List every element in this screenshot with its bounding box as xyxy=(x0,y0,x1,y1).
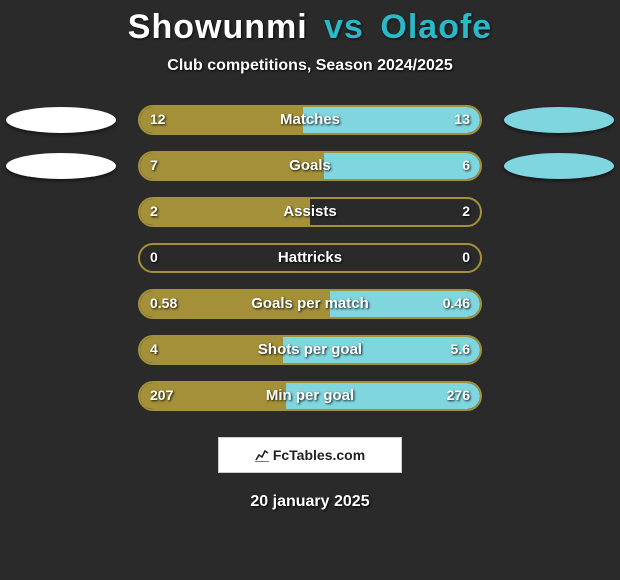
player1-bar-fill xyxy=(140,107,303,133)
stat-row: 1213Matches xyxy=(0,99,620,145)
player2-bar-fill xyxy=(286,383,480,409)
stat-row: 0 0Hattricks xyxy=(0,237,620,283)
player1-value: 0 xyxy=(150,249,158,265)
player2-bar-fill xyxy=(283,337,480,363)
player1-marker xyxy=(6,107,116,133)
stat-row: 207276Min per goal xyxy=(0,375,620,421)
player1-bar-fill xyxy=(140,291,330,317)
player2-bar-fill xyxy=(324,153,480,179)
stat-bar: 207276Min per goal xyxy=(138,381,482,411)
comparison-card: Showunmi vs Olaofe Club competitions, Se… xyxy=(0,0,620,580)
stat-label: Hattricks xyxy=(140,249,480,266)
stats-list: 1213Matches 76Goals 22Assists 0 0Hattricks 0.… xyxy=(0,99,620,421)
player1-bar-fill xyxy=(140,337,283,363)
subtitle: Club competitions, Season 2024/2025 xyxy=(0,57,620,75)
player2-value: 0 xyxy=(462,249,470,265)
player2-name: Olaofe xyxy=(380,8,492,46)
date: 20 january 2025 xyxy=(0,493,620,511)
stat-bar: 1213Matches xyxy=(138,105,482,135)
title: Showunmi vs Olaofe xyxy=(0,8,620,47)
stat-bar: 0.580.46Goals per match xyxy=(138,289,482,319)
stat-row: 45.6Shots per goal xyxy=(0,329,620,375)
player2-marker xyxy=(504,107,614,133)
player1-name: Showunmi xyxy=(128,8,308,46)
stat-bar: 45.6Shots per goal xyxy=(138,335,482,365)
player2-marker xyxy=(504,153,614,179)
vs-label: vs xyxy=(324,8,364,46)
stat-bar: 0 0Hattricks xyxy=(138,243,482,273)
player2-bar-fill xyxy=(330,291,480,317)
player1-bar-fill xyxy=(140,199,310,225)
brand-text: FcTables.com xyxy=(273,447,365,463)
chart-icon xyxy=(255,448,269,462)
player2-value: 2 xyxy=(462,203,470,219)
brand-badge[interactable]: FcTables.com xyxy=(218,437,402,473)
stat-row: 0.580.46Goals per match xyxy=(0,283,620,329)
player2-bar-fill xyxy=(303,107,480,133)
player1-bar-fill xyxy=(140,383,286,409)
player1-marker xyxy=(6,153,116,179)
player1-bar-fill xyxy=(140,153,324,179)
stat-row: 76Goals xyxy=(0,145,620,191)
stat-bar: 76Goals xyxy=(138,151,482,181)
stat-row: 22Assists xyxy=(0,191,620,237)
stat-bar: 22Assists xyxy=(138,197,482,227)
